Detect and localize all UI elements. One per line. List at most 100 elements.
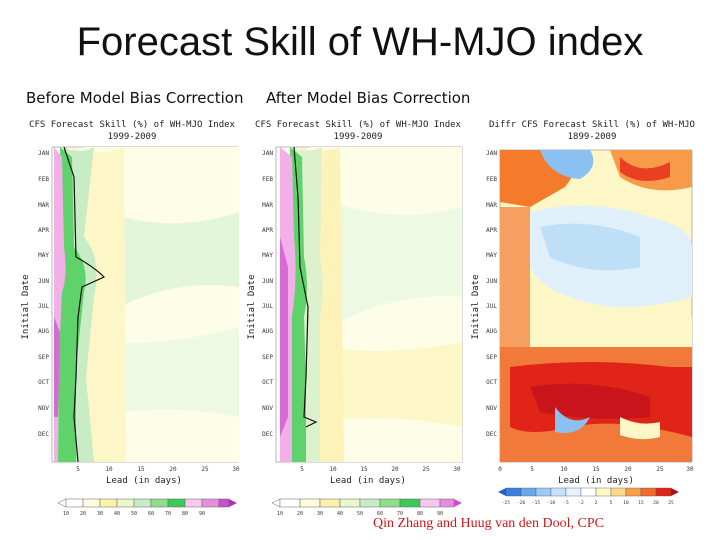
- skill-plot-before: CFS Forecast Skill (%) of WH-MJO Index 1…: [21, 120, 240, 517]
- skill-plot-after: CFS Forecast Skill (%) of WH-MJO Index 1…: [247, 120, 463, 517]
- x-axis-label: Lead (in days): [558, 476, 634, 486]
- plot-title: Diffr CFS Forecast Skill (%) of WH-MJO: [489, 120, 695, 130]
- x-tick-label: 10: [560, 466, 568, 473]
- month-label: SEP: [38, 354, 49, 361]
- colorbar-label: -10: [547, 500, 555, 506]
- x-tick-label: 20: [169, 466, 177, 473]
- month-label: JAN: [486, 150, 497, 157]
- month-label: DEC: [262, 431, 273, 438]
- month-label: JUN: [486, 278, 497, 285]
- plot-area: [275, 146, 463, 463]
- month-label: AUG: [38, 328, 49, 335]
- panel-difference: Diffr CFS Forecast Skill (%) of WH-MJO 1…: [470, 117, 702, 517]
- month-label: OCT: [486, 379, 497, 386]
- x-ticks: 5 10 15 20 25 30: [300, 466, 461, 473]
- month-label: OCT: [262, 379, 273, 386]
- x-tick-label: 25: [201, 466, 209, 473]
- month-label: MAY: [262, 252, 273, 259]
- slide-title: Forecast Skill of WH-MJO index: [76, 20, 644, 64]
- month-label: NOV: [486, 405, 497, 412]
- month-label: MAY: [38, 252, 49, 259]
- x-tick-label: 20: [624, 466, 632, 473]
- colorbar: 10 20 30 40 50 60 70 80 90: [57, 498, 237, 517]
- month-label: AUG: [486, 328, 497, 335]
- x-tick-label: 15: [592, 466, 600, 473]
- colorbar-label: 80: [417, 511, 423, 517]
- colorbar-label: 5: [610, 500, 613, 506]
- colorbar-label: 30: [97, 511, 103, 517]
- x-tick-label: 10: [105, 466, 113, 473]
- month-label: APR: [486, 227, 497, 234]
- colorbar-label: 50: [357, 511, 363, 517]
- month-label: SEP: [262, 354, 273, 361]
- month-ticks: JAN FEB MAR APR MAY JUN JUL AUG SEP OCT …: [262, 150, 273, 438]
- x-tick-label: 25: [656, 466, 664, 473]
- colorbar-label: -25: [502, 500, 510, 506]
- x-tick-label: 15: [137, 466, 145, 473]
- colorbar-label: 20: [653, 500, 659, 506]
- month-label: FEB: [486, 176, 497, 183]
- colorbar-label: -20: [517, 500, 525, 506]
- colorbar-label: 20: [297, 511, 303, 517]
- caption-after: After Model Bias Correction: [266, 89, 471, 107]
- x-axis-label: Lead (in days): [330, 476, 406, 486]
- y-axis-label: Initial Date: [471, 274, 481, 339]
- month-label: JUL: [262, 303, 273, 310]
- x-tick-label: 10: [329, 466, 337, 473]
- colorbar: -25 -20 -15 -10 -5 -2 2 5 10 15 20 25: [498, 487, 679, 506]
- colorbar-label: 90: [199, 511, 205, 517]
- month-label: NOV: [262, 405, 273, 412]
- month-label: JAN: [262, 150, 273, 157]
- x-tick-label: 30: [232, 466, 240, 473]
- month-label: APR: [262, 227, 273, 234]
- plot-subtitle: 1899-2009: [568, 132, 617, 142]
- colorbar-label: 20: [80, 511, 86, 517]
- x-tick-label: 30: [686, 466, 694, 473]
- month-ticks: JAN FEB MAR APR MAY JUN JUL AUG SEP OCT …: [486, 150, 497, 438]
- month-label: OCT: [38, 379, 49, 386]
- caption-before: Before Model Bias Correction: [26, 89, 244, 107]
- colorbar-label: 25: [668, 500, 674, 506]
- colorbar-label: 90: [437, 511, 443, 517]
- y-axis-label: Initial Date: [247, 274, 257, 339]
- colorbar-label: 70: [397, 511, 403, 517]
- x-tick-label: 0: [498, 466, 502, 473]
- colorbar-label: 70: [165, 511, 171, 517]
- colorbar: 10 20 30 40 50 60 70 80 90: [271, 498, 462, 517]
- x-axis-label: Lead (in days): [106, 476, 182, 486]
- month-label: JUN: [38, 278, 49, 285]
- month-label: JUN: [262, 278, 273, 285]
- month-label: JUL: [38, 303, 49, 310]
- month-label: NOV: [38, 405, 49, 412]
- x-tick-label: 5: [530, 466, 534, 473]
- skill-plot-difference: Diffr CFS Forecast Skill (%) of WH-MJO 1…: [471, 120, 695, 506]
- x-tick-label: 30: [453, 466, 461, 473]
- colorbar-label: -2: [578, 500, 584, 506]
- colorbar-label: 10: [623, 500, 629, 506]
- x-tick-label: 5: [76, 466, 80, 473]
- x-ticks: 5 10 15 20 25 30: [76, 466, 240, 473]
- colorbar-label: 2: [595, 500, 598, 506]
- colorbar-label: 80: [182, 511, 188, 517]
- colorbar-label: 10: [63, 511, 69, 517]
- colorbar-label: -15: [532, 500, 540, 506]
- y-axis-label: Initial Date: [21, 274, 31, 339]
- colorbar-label: 40: [114, 511, 120, 517]
- x-tick-label: 15: [360, 466, 368, 473]
- plot-title: CFS Forecast Skill (%) of WH-MJO Index: [29, 120, 235, 130]
- month-label: FEB: [38, 176, 49, 183]
- panel-before: CFS Forecast Skill (%) of WH-MJO Index 1…: [14, 117, 246, 517]
- plot-area: [51, 146, 239, 463]
- plot-area: [499, 149, 693, 463]
- colorbar-label: 60: [377, 511, 383, 517]
- month-label: SEP: [486, 354, 497, 361]
- plot-subtitle: 1999-2009: [334, 132, 383, 142]
- month-label: AUG: [262, 328, 273, 335]
- credit-line: Qin Zhang and Huug van den Dool, CPC: [373, 516, 604, 531]
- month-label: MAY: [486, 252, 497, 259]
- x-tick-label: 5: [300, 466, 304, 473]
- month-label: MAR: [262, 202, 273, 209]
- colorbar-label: 15: [638, 500, 644, 506]
- month-ticks: JAN FEB MAR APR MAY JUN JUL AUG SEP OCT …: [38, 150, 49, 438]
- x-tick-label: 20: [391, 466, 399, 473]
